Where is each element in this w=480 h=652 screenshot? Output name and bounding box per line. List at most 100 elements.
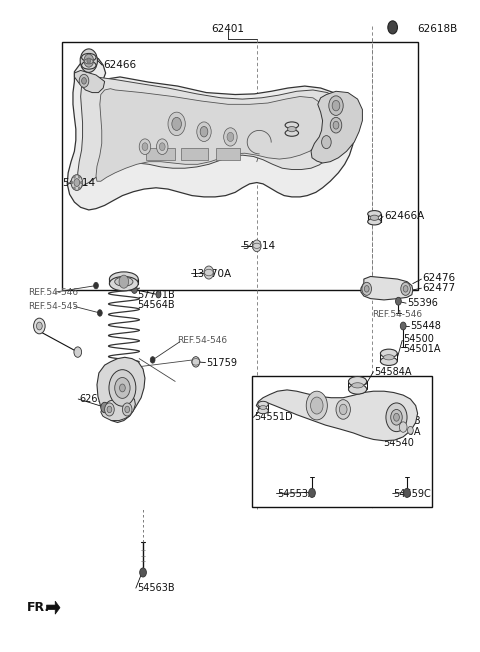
Ellipse shape bbox=[258, 401, 268, 407]
Text: 62618B: 62618B bbox=[418, 24, 458, 35]
Circle shape bbox=[71, 181, 73, 184]
Circle shape bbox=[125, 406, 130, 413]
Circle shape bbox=[388, 21, 397, 34]
Text: 13270A: 13270A bbox=[192, 269, 232, 279]
Circle shape bbox=[87, 58, 91, 63]
Text: REF.54-546: REF.54-546 bbox=[178, 336, 228, 345]
Text: 51759: 51759 bbox=[206, 357, 238, 368]
Circle shape bbox=[401, 282, 410, 295]
Circle shape bbox=[408, 426, 413, 434]
Ellipse shape bbox=[109, 276, 138, 291]
Circle shape bbox=[122, 403, 132, 416]
Text: 62476: 62476 bbox=[422, 273, 456, 283]
Circle shape bbox=[306, 391, 327, 420]
Bar bbox=[117, 360, 131, 404]
Circle shape bbox=[227, 132, 234, 141]
Circle shape bbox=[362, 282, 372, 295]
Circle shape bbox=[333, 121, 339, 129]
Text: 54530A: 54530A bbox=[383, 427, 420, 437]
Circle shape bbox=[311, 397, 323, 414]
Ellipse shape bbox=[352, 383, 363, 388]
Circle shape bbox=[73, 175, 75, 178]
Circle shape bbox=[156, 139, 168, 155]
Bar bbox=[146, 148, 175, 160]
Ellipse shape bbox=[260, 406, 266, 409]
Text: REF.54-546: REF.54-546 bbox=[28, 288, 78, 297]
Circle shape bbox=[73, 187, 75, 190]
Polygon shape bbox=[256, 390, 418, 441]
Ellipse shape bbox=[82, 53, 96, 61]
Circle shape bbox=[71, 175, 83, 190]
Text: 54584A: 54584A bbox=[374, 366, 412, 377]
Circle shape bbox=[105, 403, 114, 416]
Circle shape bbox=[197, 122, 211, 141]
Circle shape bbox=[204, 266, 214, 279]
Text: 55448: 55448 bbox=[410, 321, 441, 331]
Bar bbox=[181, 148, 208, 160]
Text: REF.54-545: REF.54-545 bbox=[28, 302, 78, 311]
Circle shape bbox=[332, 100, 340, 111]
Text: 54514: 54514 bbox=[62, 177, 96, 188]
Ellipse shape bbox=[288, 126, 296, 132]
Circle shape bbox=[97, 310, 102, 316]
Ellipse shape bbox=[368, 218, 381, 225]
Circle shape bbox=[79, 74, 89, 87]
Polygon shape bbox=[97, 357, 145, 422]
Ellipse shape bbox=[384, 355, 394, 360]
Circle shape bbox=[386, 403, 407, 432]
Circle shape bbox=[404, 488, 410, 497]
Polygon shape bbox=[96, 89, 327, 181]
Ellipse shape bbox=[82, 61, 96, 69]
Circle shape bbox=[80, 49, 97, 72]
Circle shape bbox=[391, 409, 402, 425]
Circle shape bbox=[322, 136, 331, 149]
Circle shape bbox=[78, 187, 80, 190]
Text: 55396: 55396 bbox=[407, 298, 438, 308]
Text: 54551D: 54551D bbox=[254, 412, 293, 422]
Circle shape bbox=[74, 179, 80, 186]
Circle shape bbox=[309, 488, 315, 497]
Text: 54559C: 54559C bbox=[394, 488, 432, 499]
Circle shape bbox=[109, 370, 136, 406]
Polygon shape bbox=[311, 91, 362, 163]
Text: 62466: 62466 bbox=[103, 60, 136, 70]
Text: 54563B: 54563B bbox=[137, 583, 174, 593]
Bar bbox=[62, 42, 418, 290]
Circle shape bbox=[224, 128, 237, 146]
Polygon shape bbox=[361, 276, 413, 300]
Ellipse shape bbox=[381, 349, 397, 357]
Ellipse shape bbox=[348, 377, 367, 386]
Circle shape bbox=[364, 286, 369, 292]
Circle shape bbox=[82, 78, 86, 84]
Circle shape bbox=[150, 357, 155, 363]
Polygon shape bbox=[101, 398, 135, 421]
Circle shape bbox=[142, 143, 148, 151]
Text: 54500: 54500 bbox=[403, 334, 434, 344]
Circle shape bbox=[120, 384, 125, 392]
Circle shape bbox=[399, 422, 407, 432]
Circle shape bbox=[172, 117, 181, 130]
Ellipse shape bbox=[285, 130, 299, 136]
Text: REF.54-546: REF.54-546 bbox=[372, 310, 422, 319]
Circle shape bbox=[107, 406, 112, 413]
Ellipse shape bbox=[258, 408, 268, 413]
Circle shape bbox=[168, 112, 185, 136]
Circle shape bbox=[396, 297, 401, 305]
Circle shape bbox=[252, 240, 261, 252]
Text: 62401: 62401 bbox=[212, 24, 244, 35]
Text: 54553A: 54553A bbox=[277, 488, 315, 499]
Text: 54501A: 54501A bbox=[403, 344, 441, 355]
Text: 54564B: 54564B bbox=[137, 300, 174, 310]
Text: 57791B: 57791B bbox=[137, 289, 175, 300]
Bar bbox=[216, 148, 240, 160]
Text: 62477: 62477 bbox=[422, 283, 456, 293]
Ellipse shape bbox=[348, 384, 367, 394]
Circle shape bbox=[132, 286, 137, 293]
Circle shape bbox=[400, 322, 406, 330]
Circle shape bbox=[200, 126, 208, 137]
Ellipse shape bbox=[84, 59, 93, 64]
Circle shape bbox=[140, 568, 146, 577]
Circle shape bbox=[84, 54, 94, 67]
Polygon shape bbox=[47, 601, 60, 614]
Circle shape bbox=[81, 181, 83, 184]
